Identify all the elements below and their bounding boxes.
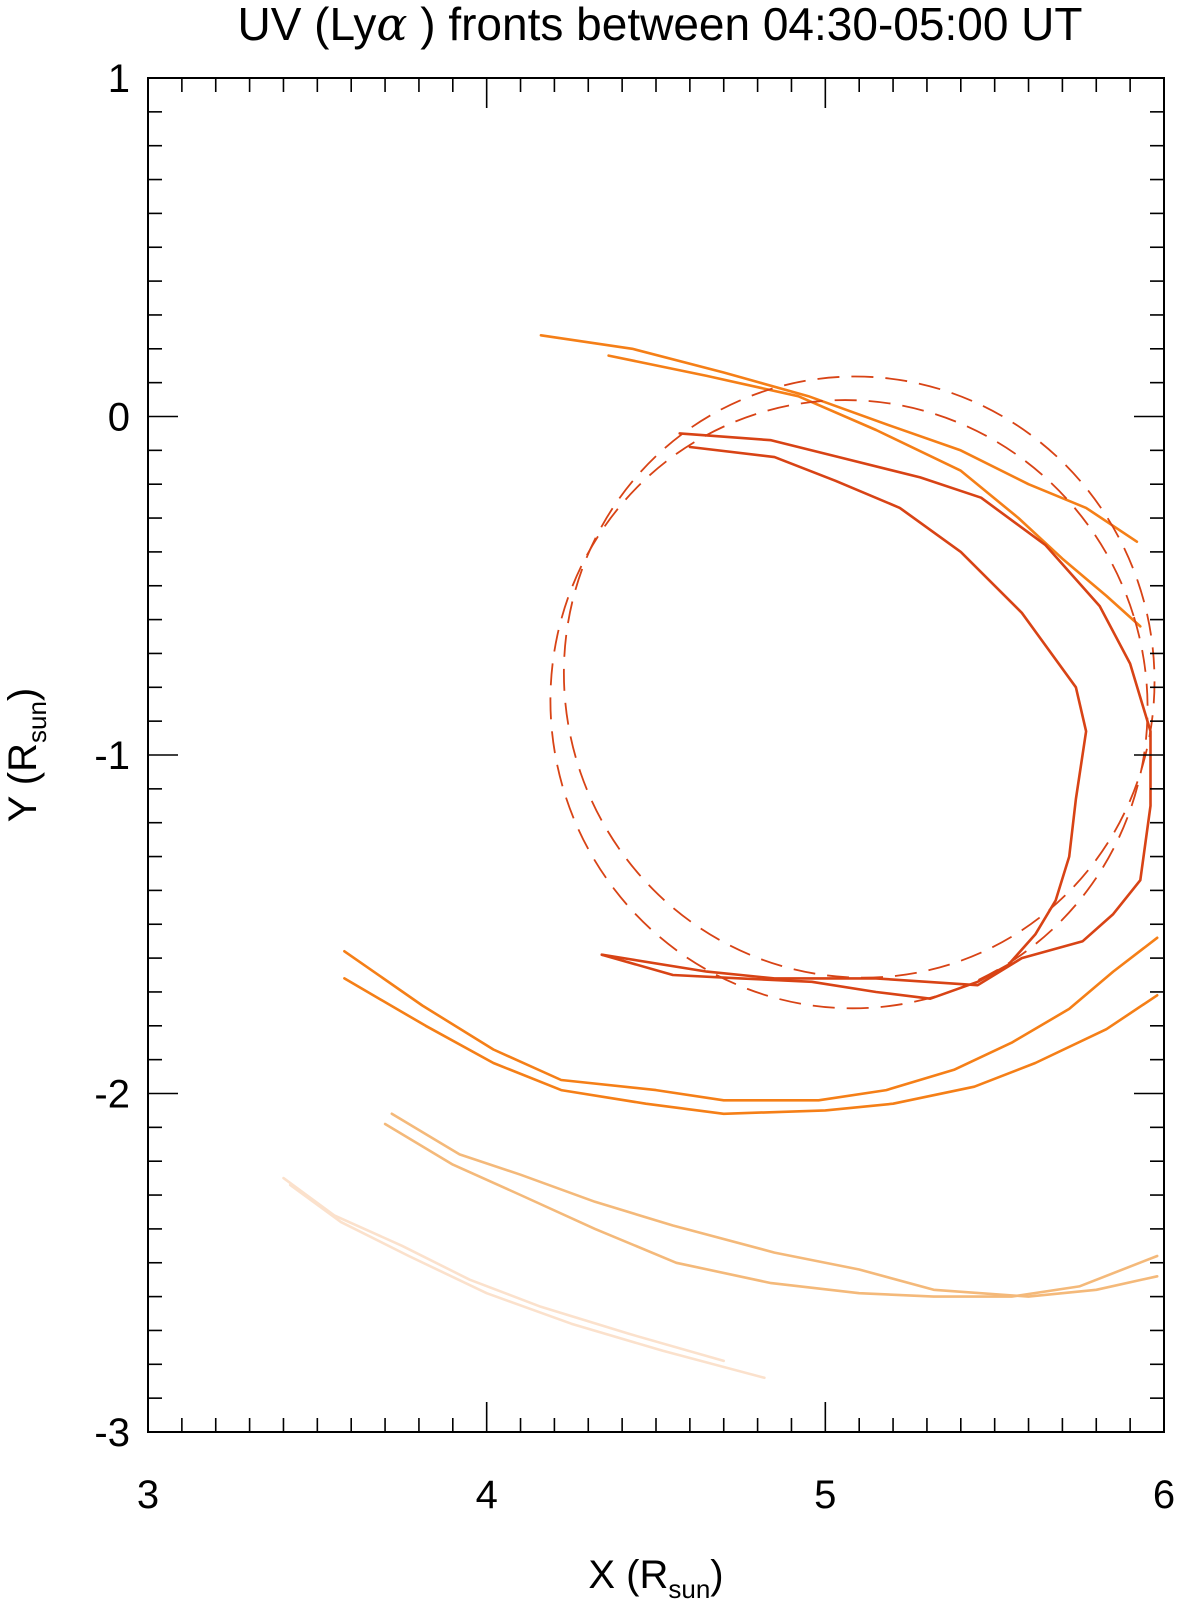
front-line-8 <box>383 1122 1159 1298</box>
y-tick-label: 1 <box>108 57 130 101</box>
front-line-4 <box>600 445 1088 1000</box>
x-axis-label-main: X (R <box>588 1553 668 1597</box>
front-line-1 <box>539 334 1139 543</box>
y-tick-label: -3 <box>94 1411 130 1455</box>
axis-ticks <box>147 77 1165 1433</box>
fit-ellipse-2 <box>549 399 1149 1010</box>
y-axis-label-main: Y (R <box>1 743 45 822</box>
x-tick-label: 3 <box>137 1473 159 1517</box>
plot-lines <box>282 334 1159 1380</box>
front-line-6 <box>343 936 1159 1102</box>
axis-tick-labels: 3 4 5 6 -3 -2 -1 0 1 <box>94 57 1175 1517</box>
y-tick-label: 0 <box>108 396 130 440</box>
plot-frame <box>147 77 1165 1433</box>
y-axis-label-sub: sun <box>22 701 52 743</box>
y-tick-label: -2 <box>94 1073 130 1117</box>
front-line-9 <box>282 1176 725 1363</box>
x-tick-label: 6 <box>1153 1473 1175 1517</box>
front-line-10 <box>288 1183 766 1380</box>
front-line-2 <box>607 354 1142 628</box>
x-tick-label: 5 <box>814 1473 836 1517</box>
x-axis-label-end: ) <box>710 1553 723 1597</box>
title-post: ) fronts between 04:30-05:00 UT <box>407 0 1082 50</box>
title-pre: UV (Ly <box>237 0 376 50</box>
chart-title: UV (Lyα ) fronts between 04:30-05:00 UT <box>237 0 1082 51</box>
front-line-7 <box>390 1112 1159 1298</box>
fit-ellipse-1 <box>562 375 1156 979</box>
front-line-5 <box>343 977 1159 1116</box>
y-axis-label: Y (Rsun) <box>1 688 52 823</box>
x-axis-label-sub: sun <box>668 1574 710 1604</box>
title-greek: α <box>376 0 407 51</box>
x-tick-label: 4 <box>476 1473 498 1517</box>
y-tick-label: -1 <box>94 734 130 778</box>
y-axis-label-end: ) <box>1 688 45 701</box>
x-axis-label: X (Rsun) <box>588 1553 723 1604</box>
front-line-3 <box>600 432 1152 987</box>
